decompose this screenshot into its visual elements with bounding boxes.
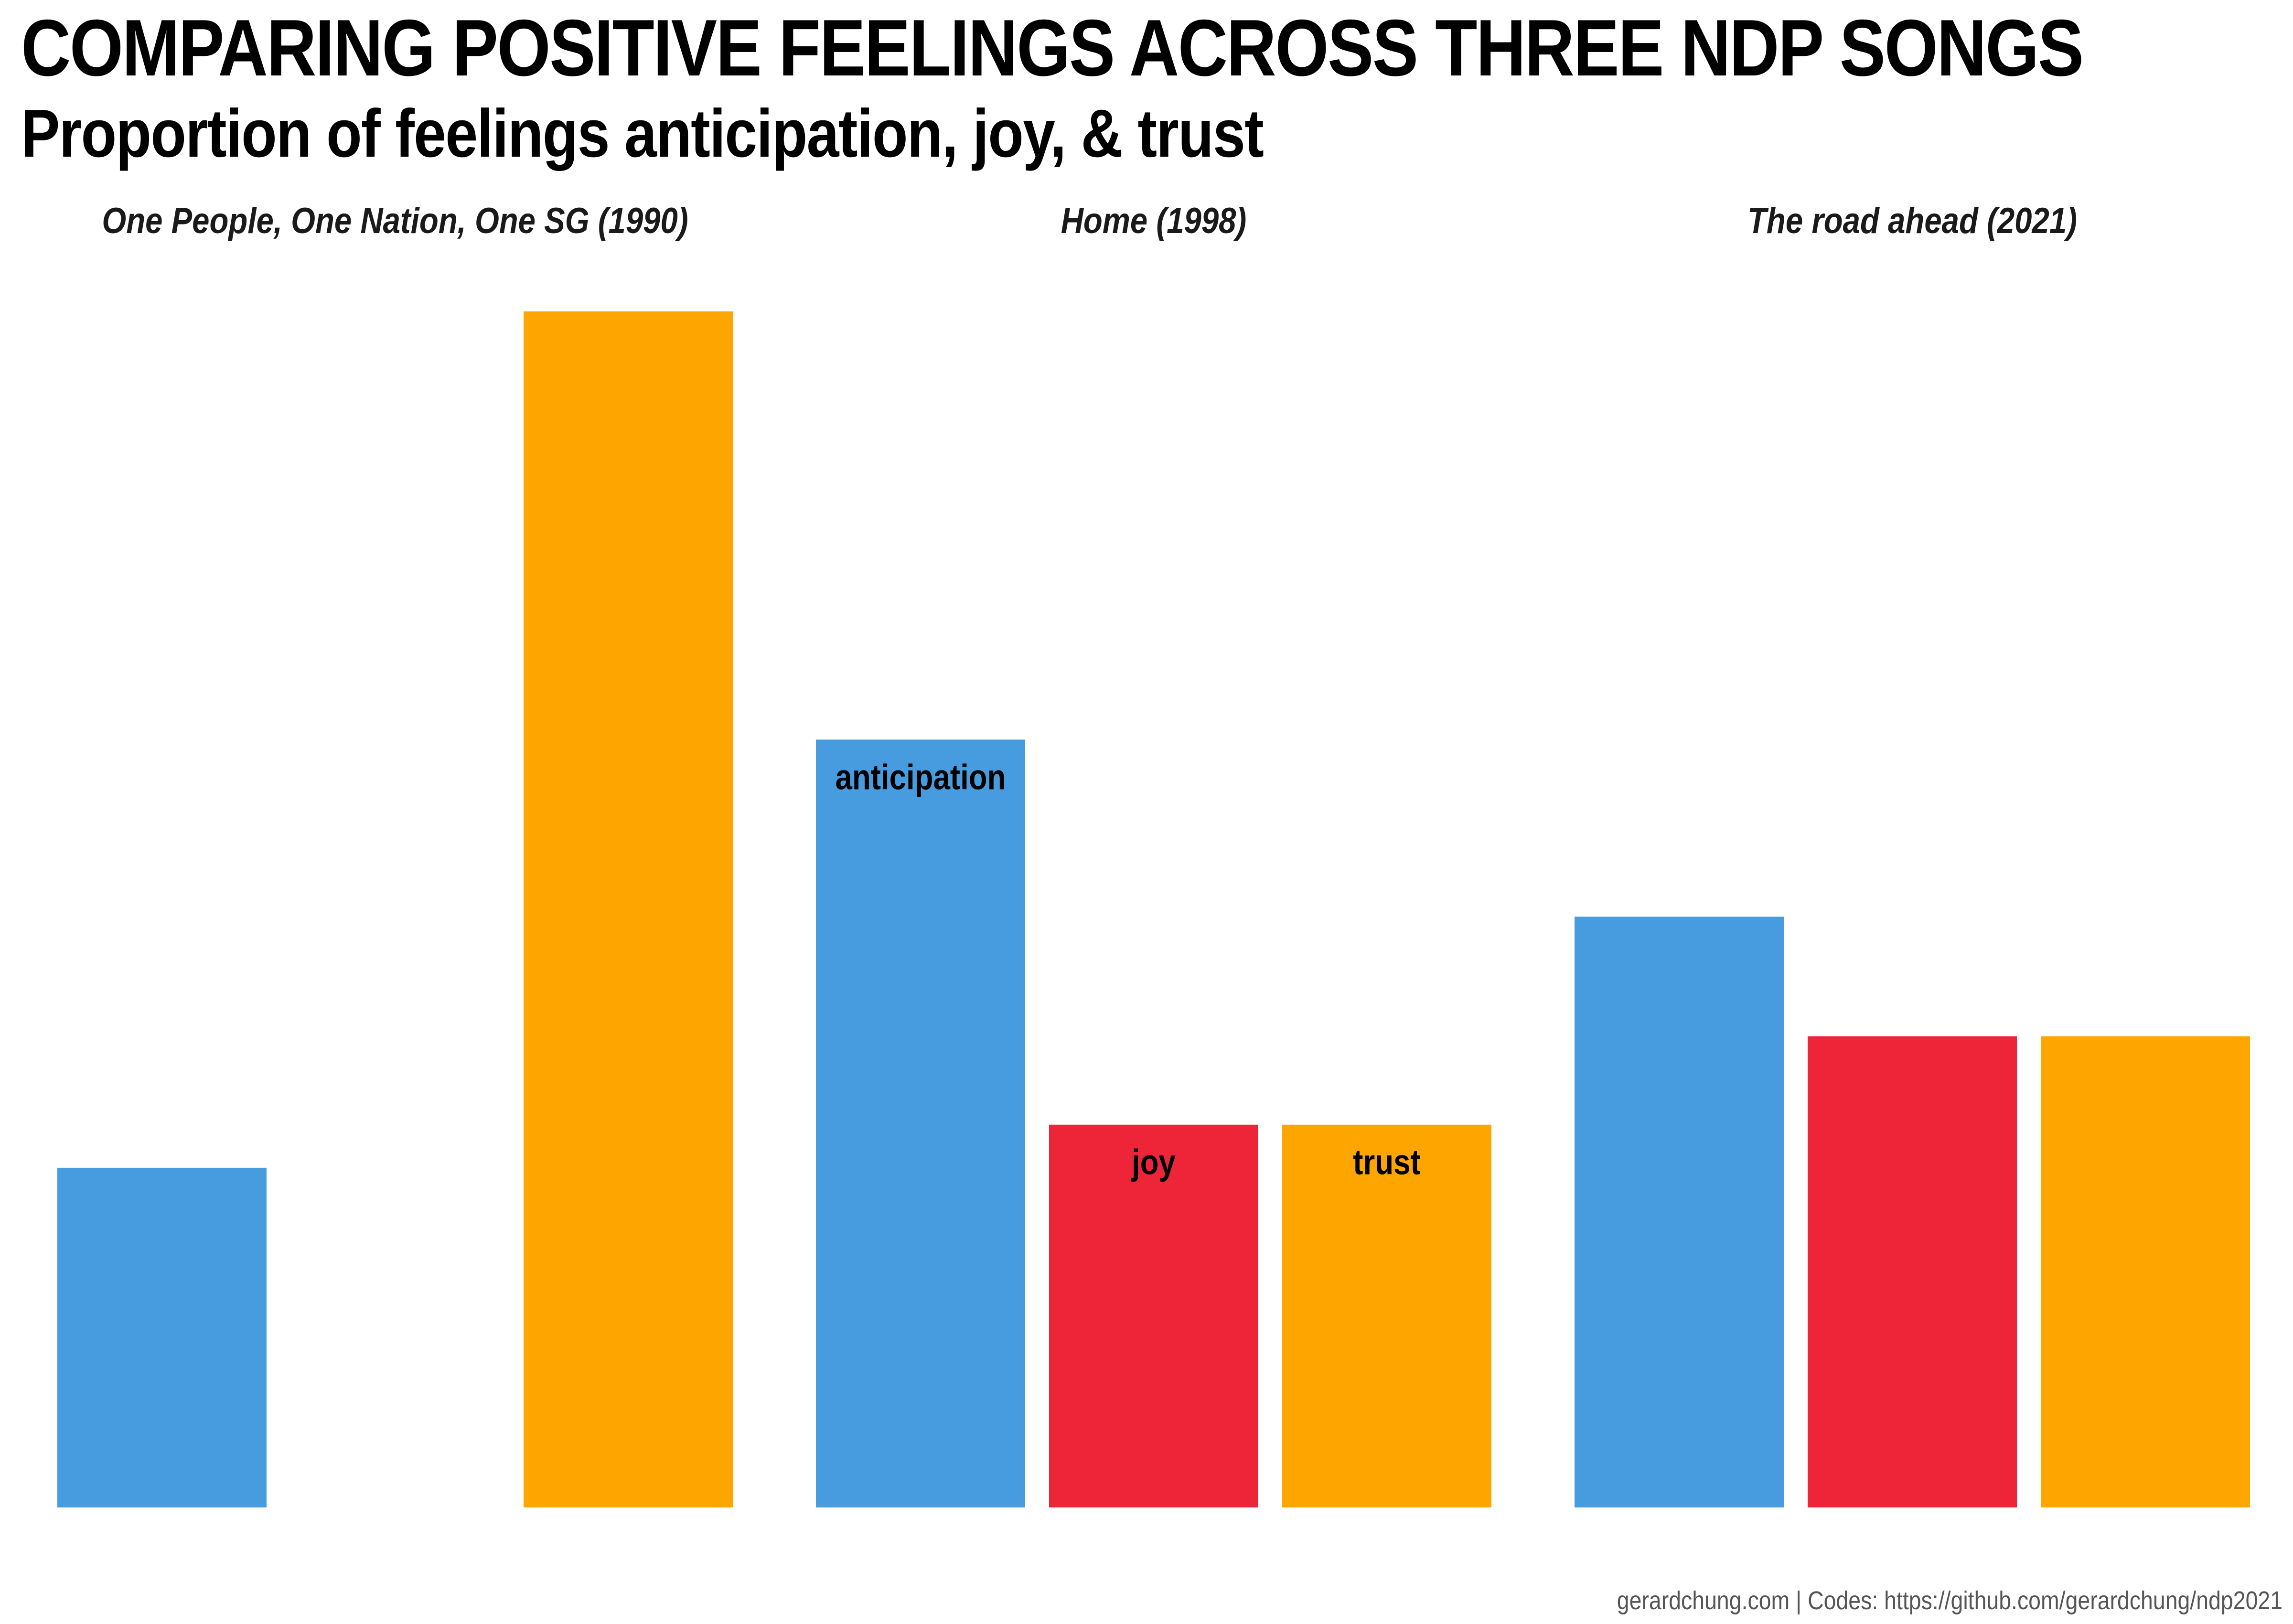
bar-anticipation bbox=[816, 739, 1025, 1507]
bar-label-joy: joy bbox=[1131, 1143, 1176, 1182]
bar-trust bbox=[1282, 1124, 1491, 1507]
panel-title: The road ahead (2021) bbox=[1747, 201, 2077, 241]
bar-label-trust: trust bbox=[1353, 1143, 1420, 1182]
panel-title: Home (1998) bbox=[1061, 201, 1247, 241]
chart-title: COMPARING POSITIVE FEELINGS ACROSS THREE… bbox=[21, 3, 2084, 93]
bar-trust bbox=[2041, 1036, 2250, 1507]
source-caption: gerardchung.com | Codes: https://github.… bbox=[1617, 1586, 2282, 1615]
chart-subtitle: Proportion of feelings anticipation, joy… bbox=[21, 96, 1264, 171]
bar-anticipation bbox=[1575, 917, 1784, 1507]
bar-joy bbox=[1049, 1124, 1258, 1507]
bar-label-anticipation: anticipation bbox=[835, 758, 1006, 797]
bar-trust bbox=[524, 311, 733, 1507]
panel-title: One People, One Nation, One SG (1990) bbox=[102, 201, 688, 241]
bar-joy bbox=[1808, 1036, 2017, 1507]
bar-anticipation bbox=[57, 1167, 267, 1507]
